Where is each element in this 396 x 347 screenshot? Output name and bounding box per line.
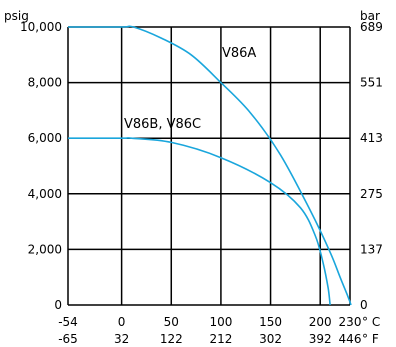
series-label-v86a: V86A [222,46,256,61]
x-unit-c: ° C [362,315,380,329]
y-tick-label-right: 137 [360,242,383,256]
x-tick-label-f: 446 [339,332,362,346]
x-tick-label-f: 122 [160,332,183,346]
x-tick-label-c: 200 [309,315,332,329]
x-tick-label-c: 230 [339,315,362,329]
left-axis-unit: psig [4,9,29,23]
y-tick-label-left: 4,000 [28,187,62,201]
x-unit-f: ° F [362,332,379,346]
y-tick-label-left: 10,000 [20,20,62,34]
x-tick-label-f: 392 [309,332,332,346]
series-line-v86a [67,25,352,306]
x-tick-label-c: -54 [58,315,78,329]
x-tick-label-f: 32 [114,332,129,346]
curves [67,25,352,306]
series-label-v86b-v86c: V86B, V86C [124,117,201,132]
right-axis-unit: bar [360,9,380,23]
y-tick-label-right: 413 [360,131,383,145]
y-tick-label-left: 8,000 [28,76,62,90]
x-tick-label-f: -65 [58,332,78,346]
x-tick-label-c: 50 [164,315,179,329]
x-tick-label-c: 0 [118,315,126,329]
y-tick-label-left: 0 [54,298,62,312]
labels: psig bar V86A V86B, V86C 0 0 2,000 137 4,000… [4,9,383,346]
x-tick-label-f: 302 [259,332,282,346]
x-tick-label-c: 150 [259,315,282,329]
y-tick-label-right: 0 [360,298,368,312]
x-tick-label-c: 100 [209,315,232,329]
series-line-v86b-v86c [67,137,331,306]
y-tick-label-right: 275 [360,187,383,201]
x-tick-label-f: 212 [209,332,232,346]
y-tick-label-left: 6,000 [28,131,62,145]
y-tick-label-right: 689 [360,20,383,34]
y-tick-label-left: 2,000 [28,242,62,256]
y-tick-label-right: 551 [360,76,383,90]
grid [67,26,351,306]
